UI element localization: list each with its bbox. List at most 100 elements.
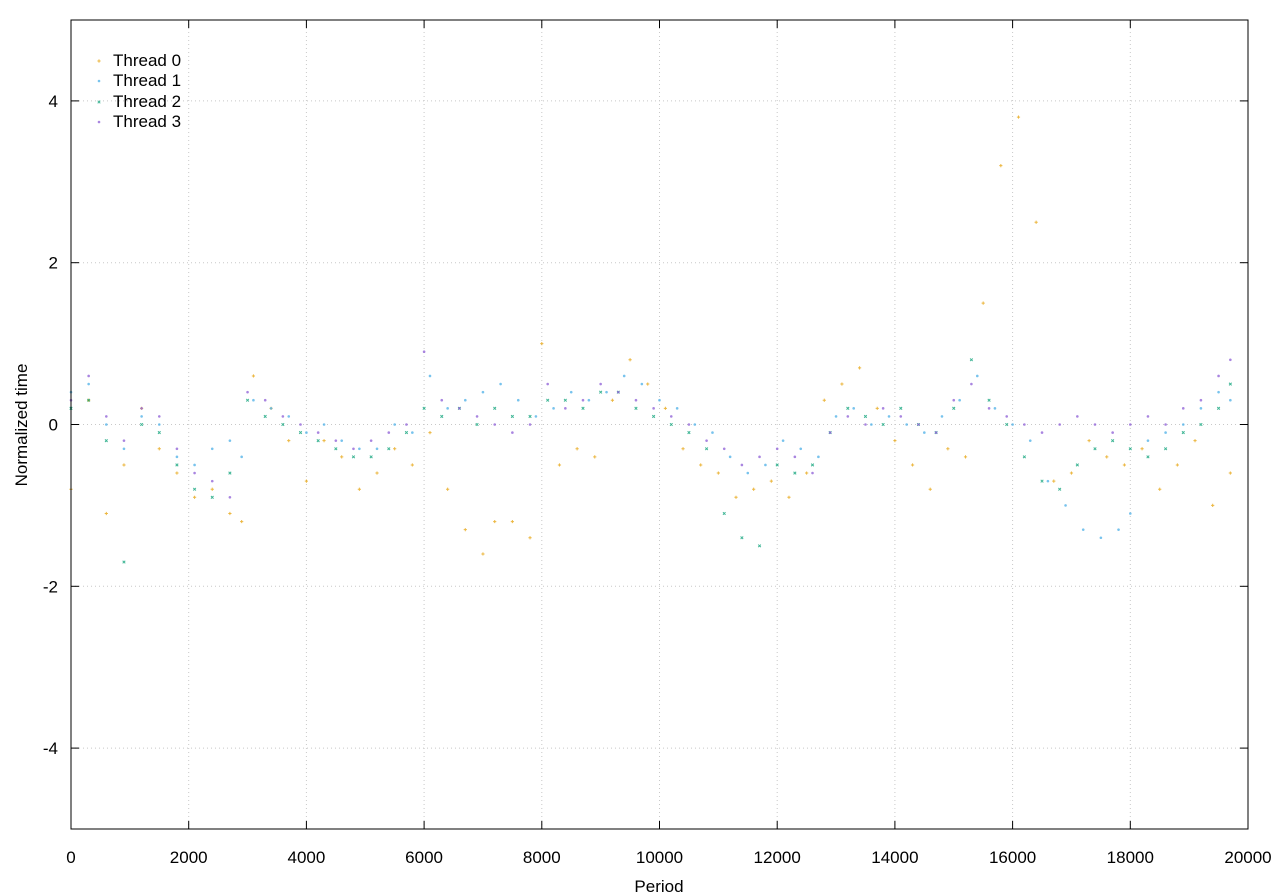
- data-point: [304, 479, 308, 483]
- data-point: [546, 398, 550, 402]
- data-point: [952, 398, 956, 402]
- data-point: [375, 471, 379, 475]
- data-point: [1023, 423, 1026, 426]
- data-point: [1022, 455, 1027, 459]
- y-tick-labels: -4 -2 0 2 4: [43, 92, 58, 758]
- data-point: [157, 423, 161, 426]
- data-point: [463, 528, 467, 532]
- data-point: [593, 455, 597, 459]
- x-tick-label: 16000: [989, 848, 1036, 867]
- x-tick-label: 0: [66, 848, 75, 867]
- x-tick-label: 6000: [405, 848, 443, 867]
- data-point: [711, 431, 714, 434]
- data-point: [722, 447, 726, 451]
- data-point: [1064, 504, 1067, 507]
- data-point: [905, 423, 908, 426]
- data-point: [740, 463, 744, 467]
- data-point: [393, 423, 396, 426]
- data-point: [775, 463, 779, 467]
- data-point: [87, 374, 90, 378]
- data-point: [228, 496, 232, 499]
- x-axis-label: Period: [634, 877, 683, 896]
- data-point: [357, 487, 361, 491]
- data-point: [1046, 479, 1050, 483]
- data-point: [628, 358, 632, 362]
- data-point: [581, 398, 585, 402]
- data-point: [663, 406, 667, 410]
- data-point: [422, 406, 426, 410]
- data-point: [104, 439, 108, 443]
- data-point: [511, 431, 514, 434]
- data-point: [510, 519, 514, 524]
- data-point: [281, 422, 285, 427]
- data-point: [764, 463, 767, 467]
- data-point: [646, 382, 650, 386]
- data-point: [1193, 439, 1197, 443]
- data-point: [899, 406, 903, 410]
- data-point: [864, 423, 867, 426]
- data-point: [970, 382, 973, 386]
- data-point: [716, 471, 720, 475]
- data-point: [1129, 512, 1132, 515]
- data-point: [881, 407, 885, 410]
- data-point: [175, 447, 179, 451]
- data-point: [1110, 439, 1115, 443]
- data-point: [334, 439, 338, 442]
- data-point: [705, 439, 708, 442]
- data-point: [87, 398, 91, 402]
- data-point: [781, 439, 785, 442]
- data-point: [499, 382, 502, 386]
- data-point: [1052, 479, 1056, 483]
- data-point: [598, 390, 603, 394]
- data-point: [369, 439, 373, 442]
- data-point: [528, 423, 532, 426]
- data-point: [246, 390, 249, 394]
- data-point: [175, 471, 179, 475]
- data-point: [287, 415, 291, 418]
- data-point: [1040, 479, 1044, 483]
- data-point: [210, 487, 214, 491]
- data-point: [122, 447, 126, 451]
- data-point: [840, 382, 844, 386]
- data-point: [228, 511, 232, 516]
- data-point: [263, 398, 267, 402]
- data-point: [1028, 439, 1032, 442]
- data-point: [1005, 415, 1009, 418]
- data-point: [940, 415, 944, 418]
- legend-marker-thread-3: [97, 120, 101, 124]
- data-point: [104, 511, 108, 516]
- data-point: [175, 455, 179, 459]
- data-point: [687, 430, 691, 435]
- data-point: [428, 374, 432, 378]
- data-point: [652, 407, 655, 410]
- data-point: [1069, 471, 1074, 475]
- data-point: [405, 423, 408, 426]
- data-point: [157, 430, 161, 435]
- data-point: [952, 406, 956, 410]
- data-point: [899, 415, 903, 418]
- data-point: [622, 374, 626, 378]
- y-tick-label: 0: [49, 416, 58, 435]
- data-point: [245, 398, 250, 402]
- data-point: [516, 398, 520, 402]
- data-point: [958, 398, 961, 402]
- data-point: [1146, 439, 1150, 442]
- data-point: [1199, 398, 1203, 402]
- data-point: [928, 487, 932, 491]
- data-point: [440, 398, 444, 402]
- data-point: [799, 447, 803, 451]
- data-point: [1081, 528, 1085, 531]
- data-point: [358, 447, 361, 451]
- data-point: [475, 415, 479, 418]
- data-point: [870, 423, 873, 426]
- data-point: [1217, 374, 1220, 378]
- x-tick-label: 14000: [871, 848, 918, 867]
- data-point: [463, 398, 467, 402]
- data-point: [305, 431, 308, 434]
- data-point: [634, 406, 638, 410]
- x-tick-label: 20000: [1224, 848, 1271, 867]
- axis-ticks: [70, 20, 1249, 829]
- x-tick-label: 4000: [287, 848, 325, 867]
- data-point: [704, 447, 709, 451]
- data-point: [210, 479, 214, 483]
